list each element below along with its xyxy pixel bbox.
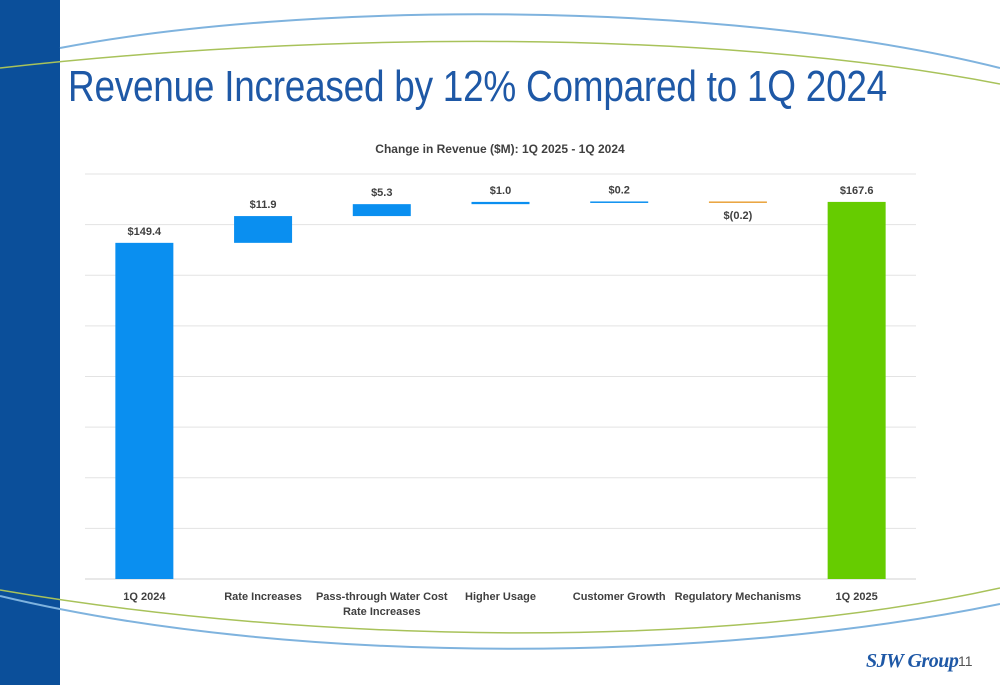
- data-label: $(0.2): [724, 210, 753, 222]
- swoosh-top-green: [0, 40, 1000, 85]
- bar-pass-through-water-cost-rate-increases: [352, 204, 411, 217]
- bar-rate-increases: [234, 216, 293, 243]
- category-label: Higher Usage: [465, 591, 536, 603]
- category-label: Rate Increases: [343, 606, 421, 618]
- category-label: 1Q 2024: [123, 591, 166, 603]
- chart-gridlines: [85, 173, 916, 580]
- data-label: $11.9: [250, 199, 277, 211]
- page-title: Revenue Increased by 12% Compared to 1Q …: [68, 62, 887, 111]
- chart-bars: $149.4 $11.9 $5.3 $1.0 $0.2 $(0.2) $167.6: [115, 184, 886, 579]
- bar-higher-usage: [471, 201, 530, 205]
- category-label: 1Q 2025: [836, 591, 878, 603]
- sidebar-band: [0, 0, 60, 685]
- data-label: $1.0: [490, 185, 511, 197]
- swoosh-bottom-blue: [0, 595, 1000, 650]
- category-label: Rate Increases: [224, 591, 302, 603]
- page-number: 11: [958, 653, 973, 669]
- chart-title: Change in Revenue ($M): 1Q 2025 - 1Q 202…: [375, 142, 625, 156]
- category-label: Pass-through Water Cost: [316, 591, 448, 603]
- data-label: $5.3: [371, 187, 392, 199]
- category-label: Customer Growth: [573, 591, 666, 603]
- swoosh-top-blue: [59, 13, 1000, 69]
- bar-customer-growth: [590, 201, 649, 203]
- data-label: $167.6: [840, 185, 874, 197]
- data-label: $0.2: [609, 184, 630, 196]
- chart-category-labels: 1Q 2024 Rate Increases Pass-through Water …: [123, 591, 877, 618]
- bar-1q-2024: [115, 242, 174, 579]
- category-label: Regulatory Mechanisms: [675, 591, 802, 603]
- company-logo: SJW Group: [866, 650, 959, 672]
- data-label: $149.4: [128, 226, 163, 238]
- swoosh-bottom-green: [0, 587, 1000, 634]
- bar-1q-2025: [827, 201, 886, 579]
- bar-regulatory-mechanisms: [708, 201, 767, 203]
